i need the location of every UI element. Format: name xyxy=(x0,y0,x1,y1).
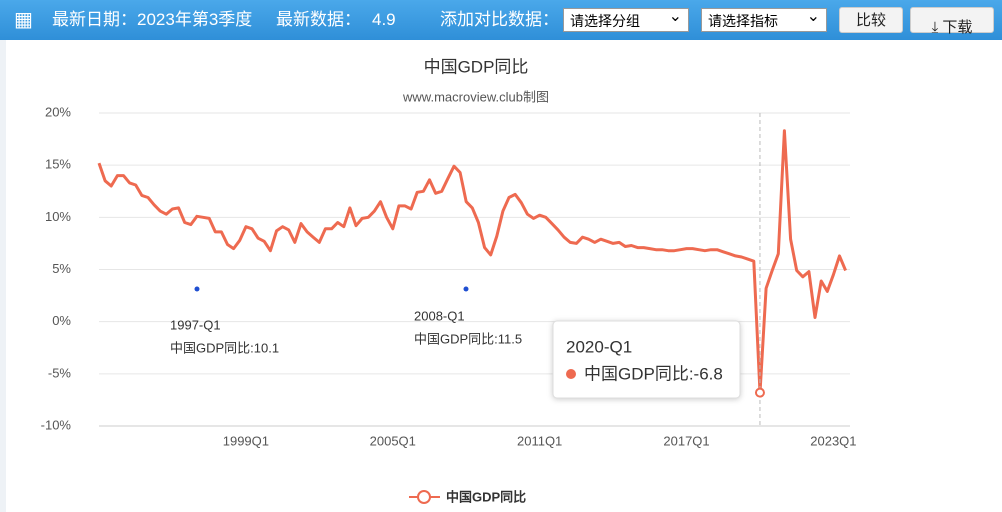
x-tick-label: 2023Q1 xyxy=(810,433,856,448)
hover-point xyxy=(754,387,765,398)
compare-label: 添加对比数据： xyxy=(440,10,559,29)
tooltip-text: 中国GDP同比:-6.8 xyxy=(584,364,723,383)
latest-date: 最新日期：2023年第3季度 xyxy=(52,10,253,29)
annotation-title: 1997-Q1 xyxy=(170,317,221,332)
y-tick-label: 10% xyxy=(45,209,71,224)
x-tick-label: 2011Q1 xyxy=(517,433,562,448)
x-tick-label: 2017Q1 xyxy=(663,433,709,448)
y-tick-label: -5% xyxy=(48,365,72,380)
download-icon: ⤓ xyxy=(931,19,943,36)
y-tick-label: 20% xyxy=(45,104,71,119)
calendar-icon: ▦ xyxy=(14,9,33,31)
annotation-text: 中国GDP同比:11.5 xyxy=(414,331,522,346)
download-button[interactable]: ⤓ 下载 xyxy=(910,7,994,36)
legend: 中国GDP同比 xyxy=(409,489,526,504)
compare-button[interactable]: 比较 xyxy=(839,7,903,33)
annotation-dot xyxy=(194,286,200,292)
left-border xyxy=(0,40,6,512)
indicator-select[interactable]: 请选择指标 xyxy=(701,5,827,32)
y-tick-label: -10% xyxy=(41,417,72,432)
y-tick-label: 15% xyxy=(45,157,71,172)
chart-subtitle: www.macroview.club制图 xyxy=(402,89,549,104)
tooltip-box xyxy=(552,320,741,399)
annotation-dot xyxy=(463,286,469,292)
chart: 中国GDP同比 www.macroview.club制图 -10% -5% 0% 5%… xyxy=(0,40,857,512)
group-select[interactable]: 请选择分组 xyxy=(563,5,689,32)
tooltip-swatch xyxy=(566,369,576,379)
tooltip-title: 2020-Q1 xyxy=(566,337,632,356)
latest-data-value: 4.9 xyxy=(372,10,396,29)
x-tick-label: 2005Q1 xyxy=(370,433,416,448)
legend-label: 中国GDP同比 xyxy=(446,489,526,504)
download-text: 下载 xyxy=(942,19,973,36)
annotation-text: 中国GDP同比:10.1 xyxy=(170,340,279,355)
tooltip: 2020-Q1 中国GDP同比:-6.8 xyxy=(552,320,741,399)
series-line xyxy=(97,129,847,395)
x-tick-label: 1999Q1 xyxy=(223,433,269,448)
toolbar: ▦ 最新日期：2023年第3季度 最新数据： 4.9 添加对比数据： 请选择分组… xyxy=(0,0,1002,40)
y-tick-label: 0% xyxy=(52,313,71,328)
y-tick-label: 5% xyxy=(52,261,71,276)
latest-data-label: 最新数据： xyxy=(276,10,361,29)
annotation-title: 2008-Q1 xyxy=(414,308,465,323)
chart-title: 中国GDP同比 xyxy=(424,57,529,76)
legend-marker xyxy=(417,490,431,504)
